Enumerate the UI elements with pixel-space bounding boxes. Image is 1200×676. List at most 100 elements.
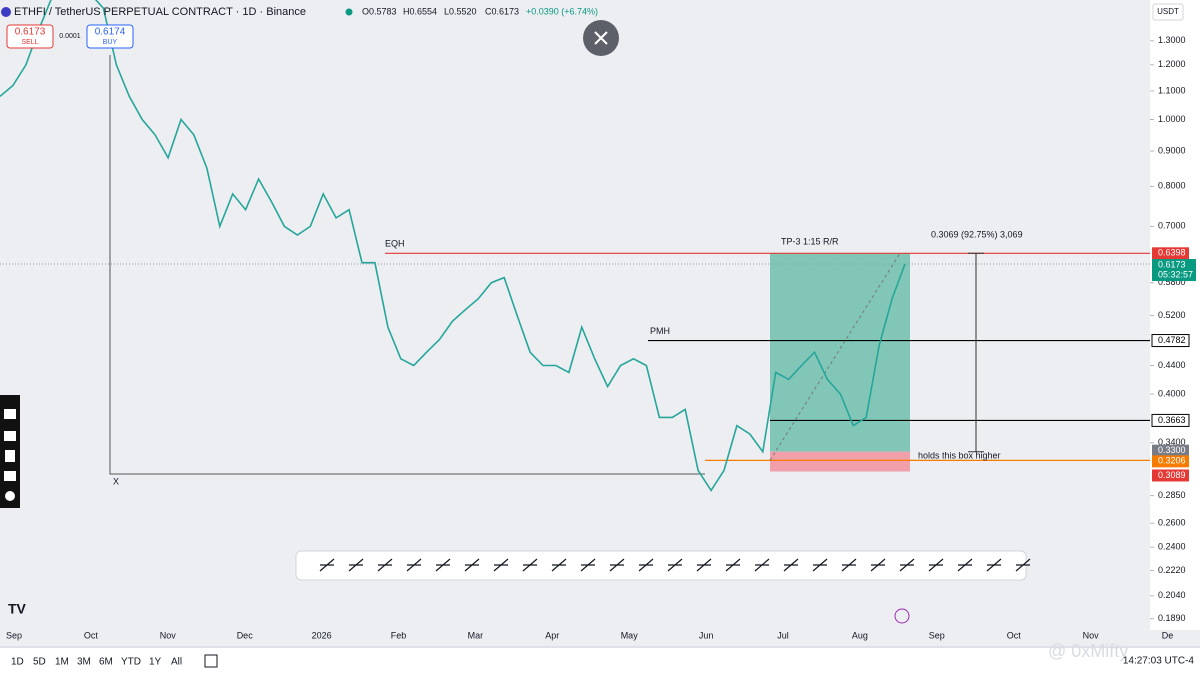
y-tick-label: 0.4000 [1158, 388, 1186, 398]
tool-icon[interactable] [580, 558, 596, 572]
range-button[interactable]: YTD [121, 657, 141, 668]
price-label-bg [1151, 334, 1190, 348]
flash-icon[interactable] [894, 608, 910, 624]
price-label: 0.3663 [1158, 415, 1186, 425]
y-tick-label: 0.5800 [1158, 277, 1186, 287]
symbol-icon [1, 7, 11, 17]
side-icon[interactable] [4, 409, 16, 419]
y-tick-label: 0.8000 [1158, 181, 1186, 191]
tool-icon[interactable] [696, 558, 712, 572]
currency: USDT [1157, 7, 1179, 16]
x-tick-label: Oct [84, 630, 99, 640]
tool-icon[interactable] [841, 558, 857, 572]
close-icon [594, 31, 608, 45]
annotation: EQH [385, 239, 405, 249]
y-tick-label: 1.2000 [1158, 59, 1186, 69]
side-icon[interactable] [5, 450, 15, 462]
tool-icons [319, 558, 1031, 572]
annotation: 0.3069 (92.75%) 3,069 [931, 230, 1023, 240]
range-button[interactable]: 1Y [149, 657, 162, 668]
price-label: 0.3089 [1158, 470, 1186, 480]
x-tick-label: Dec [237, 630, 254, 640]
range-button[interactable]: 6M [99, 657, 113, 668]
diagonal [769, 253, 901, 461]
tool-icon[interactable] [783, 558, 799, 572]
price-label-bg [1152, 455, 1189, 468]
price-scale [1150, 0, 1200, 630]
x-tick-label: Sep [929, 630, 945, 640]
countdown: 05:32:57 [1158, 269, 1193, 279]
tool-icon[interactable] [464, 558, 480, 572]
x-tick-label: Mar [468, 630, 484, 640]
y-tick-label: 0.1890 [1158, 613, 1186, 623]
tool-icon[interactable] [435, 558, 451, 572]
measure-ends [968, 252, 984, 453]
sell-label: SELL [21, 39, 38, 46]
tool-icon[interactable] [348, 558, 364, 572]
range-button[interactable]: 3M [77, 657, 91, 668]
price-label-bg [1152, 444, 1189, 457]
tool-icon[interactable] [812, 558, 828, 572]
tool-icon[interactable] [406, 558, 422, 572]
tool-icon[interactable] [319, 558, 335, 572]
x-tick-label: Nov [1083, 630, 1100, 640]
tool-icon[interactable] [754, 558, 770, 572]
spread: 0.0001 [59, 33, 81, 40]
currency-box[interactable] [1152, 3, 1184, 21]
tool-icon[interactable] [638, 558, 654, 572]
ohlc-value: H0.6554 [403, 6, 437, 16]
y-tick-label: 0.4400 [1158, 360, 1186, 370]
tool-icon[interactable] [609, 558, 625, 572]
annotation: X [113, 476, 119, 486]
clock: 14:27:03 UTC-4 [1123, 656, 1195, 667]
side-icon[interactable] [5, 491, 15, 501]
range-button[interactable]: 5D [33, 657, 46, 668]
y-tick-label: 0.2400 [1158, 541, 1186, 551]
overlay: ETHFI / TetherUS PERPETUAL CONTRACT · 1D… [0, 3, 1196, 668]
tool-icon[interactable] [870, 558, 886, 572]
x-tick-label: Feb [391, 630, 407, 640]
symbol: ETHFI / TetherUS PERPETUAL CONTRACT · 1D… [14, 6, 306, 18]
tool-icon[interactable] [928, 558, 944, 572]
y-tick-label: 1.0000 [1158, 114, 1186, 124]
tool-icon[interactable] [493, 558, 509, 572]
x-tick-label: De [1162, 630, 1174, 640]
price-label: 0.6398 [1158, 248, 1186, 258]
y-tick-label: 0.2220 [1158, 565, 1186, 575]
target-box [770, 253, 910, 452]
x-tick-label: May [621, 630, 639, 640]
side-icon[interactable] [4, 471, 16, 481]
range-button[interactable]: All [171, 657, 182, 668]
ohlc-value: C0.6173 [485, 6, 519, 16]
y-tick-label: 1.3000 [1158, 35, 1186, 45]
date-range-icon[interactable] [204, 654, 218, 668]
drawing-toolbar [295, 550, 1027, 581]
price-label-bg [1151, 413, 1190, 427]
tool-icon[interactable] [667, 558, 683, 572]
ohlc-value: +0.0390 (+6.74%) [526, 6, 598, 16]
annotation: PMH [650, 326, 670, 336]
tool-icon[interactable] [522, 558, 538, 572]
ohlc-value: O0.5783 [362, 6, 397, 16]
tool-icon[interactable] [725, 558, 741, 572]
x-tick-label: Aug [852, 630, 868, 640]
tool-icon[interactable] [1015, 558, 1031, 572]
x-tick-label: 2026 [312, 630, 332, 640]
range-button[interactable]: 1M [55, 657, 69, 668]
sell-button[interactable] [6, 24, 54, 49]
range-button[interactable]: 1D [11, 657, 24, 668]
tool-icon[interactable] [377, 558, 393, 572]
tool-icon[interactable] [899, 558, 915, 572]
y-tick-label: 0.2600 [1158, 518, 1186, 528]
x-tick-label: Nov [160, 630, 177, 640]
price-label-bg [1152, 469, 1189, 482]
logo: TV [8, 601, 27, 617]
tool-icon[interactable] [957, 558, 973, 572]
tool-icon[interactable] [551, 558, 567, 572]
buy-button[interactable] [86, 24, 134, 49]
sell-price: 0.6173 [15, 27, 46, 38]
x-tick-label: Oct [1007, 630, 1022, 640]
tool-icon[interactable] [986, 558, 1002, 572]
side-icon[interactable] [4, 431, 16, 441]
